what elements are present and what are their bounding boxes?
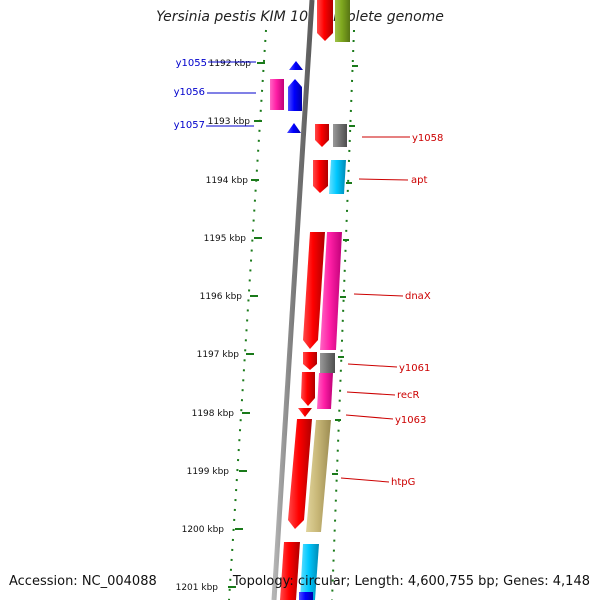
tick-1200: 1200 kbp bbox=[182, 525, 243, 535]
left-strand-genes bbox=[270, 61, 303, 133]
gene-htpG-khaki-block[interactable] bbox=[306, 420, 331, 532]
gene-label-apt[interactable]: apt bbox=[411, 175, 427, 186]
gene-y1055-arrow[interactable] bbox=[289, 61, 303, 70]
tick-label-1194: 1194 kbp bbox=[206, 176, 249, 186]
gene-label-y1056[interactable]: y1056 bbox=[174, 87, 205, 98]
gene-bottom-blue-block[interactable] bbox=[299, 592, 313, 600]
gene-label-dnaX[interactable]: dnaX bbox=[405, 291, 431, 302]
kbp-axis: 1192 kbp 1193 kbp 1194 kbp 1195 kbp 1196… bbox=[176, 59, 265, 593]
right-tick-marks bbox=[332, 65, 358, 475]
gene-y1056-arrow[interactable] bbox=[288, 79, 302, 111]
tick-label-1196: 1196 kbp bbox=[200, 292, 243, 302]
gene-bottom-red-block[interactable] bbox=[280, 542, 300, 600]
gene-y1058-gray-block[interactable] bbox=[333, 124, 347, 147]
tick-1194: 1194 kbp bbox=[206, 176, 259, 186]
gene-recR-arrow[interactable] bbox=[301, 372, 315, 406]
tick-1196: 1196 kbp bbox=[200, 292, 258, 302]
gene-apt-arrow[interactable] bbox=[313, 160, 328, 193]
tick-1197: 1197 kbp bbox=[197, 350, 254, 360]
gene-label-y1063[interactable]: y1063 bbox=[395, 415, 426, 426]
gene-bottom-cyan-block[interactable] bbox=[300, 544, 319, 600]
tick-1199: 1199 kbp bbox=[187, 467, 247, 477]
right-strand-genes bbox=[280, 0, 350, 600]
gene-y1061-gray-block[interactable] bbox=[320, 353, 335, 373]
gene-label-y1061[interactable]: y1061 bbox=[399, 363, 430, 374]
gene-label-htpG[interactable]: htpG bbox=[391, 477, 415, 488]
tick-label-1198: 1198 kbp bbox=[192, 409, 235, 419]
right-gene-labels: y1058 apt dnaX y1061 recR y1063 htpG bbox=[340, 133, 443, 488]
tick-label-1195: 1195 kbp bbox=[204, 234, 247, 244]
gene-y1057-arrow[interactable] bbox=[287, 123, 301, 133]
gene-label-recR[interactable]: recR bbox=[397, 390, 420, 401]
tick-label-1201: 1201 kbp bbox=[176, 583, 219, 593]
tick-label-1193: 1193 kbp bbox=[208, 117, 251, 127]
genome-backbone bbox=[271, 0, 315, 600]
left-boundary-dots bbox=[228, 29, 267, 600]
gene-label-y1058[interactable]: y1058 bbox=[412, 133, 443, 144]
tick-label-1199: 1199 kbp bbox=[187, 467, 230, 477]
tick-label-1192: 1192 kbp bbox=[209, 59, 252, 69]
gene-top-red-arrow[interactable] bbox=[317, 0, 333, 41]
tick-1195: 1195 kbp bbox=[204, 234, 262, 244]
tick-label-1197: 1197 kbp bbox=[197, 350, 240, 360]
gene-y1063-arrow[interactable] bbox=[298, 408, 312, 417]
map-title: Yersinia pestis KIM 10, complete genome bbox=[156, 9, 444, 25]
gene-recR-pink-block[interactable] bbox=[317, 373, 333, 409]
gene-dnaX-arrow[interactable] bbox=[303, 232, 325, 349]
gene-y1056-paired-block[interactable] bbox=[270, 79, 284, 110]
genome-summary-text: Topology: circular; Length: 4,600,755 bp… bbox=[232, 574, 590, 589]
left-gene-labels: y1055 y1056 y1057 bbox=[174, 58, 256, 131]
gene-label-y1055[interactable]: y1055 bbox=[176, 58, 207, 69]
gene-apt-cyan-block[interactable] bbox=[329, 160, 346, 194]
tick-1201: 1201 kbp bbox=[176, 583, 236, 593]
gene-dnaX-pink-block[interactable] bbox=[320, 232, 342, 350]
gene-y1058-arrow[interactable] bbox=[315, 124, 329, 147]
gene-htpG-arrow[interactable] bbox=[288, 419, 312, 529]
tick-1193: 1193 kbp bbox=[208, 117, 262, 127]
accession-text: Accession: NC_004088 bbox=[9, 574, 157, 589]
gene-top-olive-block[interactable] bbox=[335, 0, 350, 42]
tick-1192: 1192 kbp bbox=[209, 59, 265, 69]
gene-label-y1057[interactable]: y1057 bbox=[174, 120, 205, 131]
tick-label-1200: 1200 kbp bbox=[182, 525, 225, 535]
gene-y1061-arrow[interactable] bbox=[303, 352, 317, 370]
tick-1198: 1198 kbp bbox=[192, 409, 250, 419]
